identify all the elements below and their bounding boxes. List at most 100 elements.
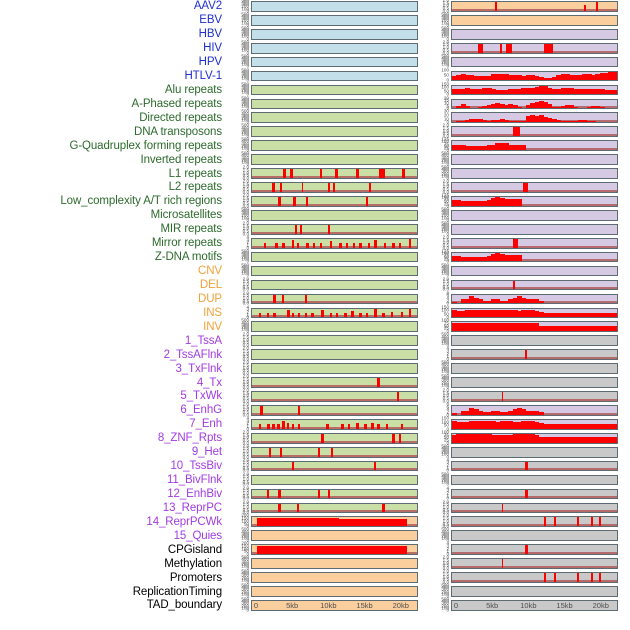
- data-bar: [586, 326, 592, 332]
- axis-tick: 1.5: [242, 460, 249, 466]
- data-bar: [280, 183, 283, 192]
- axis-tick: 100: [241, 48, 249, 54]
- axis-tick: 2.0: [242, 443, 249, 449]
- axis-tick: 200: [441, 32, 449, 37]
- data-bar: [543, 77, 549, 81]
- axis-tick: 300: [241, 85, 249, 91]
- axis-tick: 100: [441, 173, 449, 179]
- y-axis-left: 2.0 1.5 1.0 0.5 0.0: [228, 472, 250, 487]
- y-axis-right: 500 400 300 200 100 0: [428, 165, 450, 180]
- axis-tick: 0: [446, 356, 449, 362]
- data-bar: [512, 121, 518, 123]
- axis-tick: 0: [246, 22, 249, 28]
- data-bar: [482, 105, 488, 109]
- track-left: [251, 307, 418, 319]
- y-axis-left: 500 400 300 200 100 0: [228, 263, 250, 278]
- baseline: [252, 398, 417, 401]
- axis-tick: 400: [241, 97, 249, 103]
- track-right: [451, 84, 618, 96]
- data-bar: [469, 407, 475, 415]
- axis-tick: 300: [441, 587, 449, 593]
- data-bar: [512, 74, 518, 81]
- data-bar: [460, 74, 466, 81]
- axis-tick: 300: [241, 127, 249, 133]
- axis-tick: 1.0: [442, 44, 449, 50]
- data-bar: [577, 312, 583, 318]
- data-bar: [469, 323, 475, 332]
- axis-tick: 2.0: [442, 499, 449, 505]
- track-left: [251, 572, 418, 583]
- data-bar: [359, 242, 362, 248]
- track-right: [451, 432, 618, 444]
- axis-tick: 400: [241, 27, 249, 33]
- axis-tick: 300: [441, 378, 449, 384]
- axis-tick: 500: [241, 95, 249, 101]
- track-left: [251, 154, 418, 165]
- y-axis-right: 2.0 1.5 1.0 0.5 0.0: [428, 0, 450, 13]
- axis-tick: 0: [446, 468, 449, 474]
- x-axis-tick: 20kb: [592, 601, 609, 610]
- axis-tick: 100: [241, 34, 249, 40]
- data-bar: [543, 116, 549, 123]
- data-bar: [473, 201, 479, 206]
- track-right: [451, 70, 618, 82]
- axis-tick: 500: [241, 150, 249, 156]
- data-bar: [456, 121, 462, 123]
- y-axis-left: 500 400 300 200 100 0: [228, 248, 250, 264]
- track-label-del: DEL: [199, 279, 222, 291]
- track-left: [251, 28, 418, 40]
- axis-tick: 2.0: [242, 290, 249, 296]
- axis-tick: 1.5: [442, 279, 449, 284]
- axis-tick: 200: [441, 268, 449, 274]
- data-bar: [499, 411, 505, 415]
- data-bar: [473, 323, 479, 332]
- axis-tick: 100: [241, 89, 249, 95]
- data-bar: [499, 310, 505, 318]
- axis-tick: 0: [246, 593, 249, 599]
- data-bar: [456, 105, 462, 109]
- data-bar: [486, 88, 492, 95]
- x-axis-tick: 0: [453, 601, 459, 610]
- axis-tick: 4: [446, 345, 449, 351]
- y-axis-left: 2.0 1.5 1.0 0.5 0.0: [228, 402, 250, 417]
- axis-tick: 0: [446, 607, 449, 613]
- data-bar: [560, 423, 566, 429]
- data-bar: [508, 309, 514, 318]
- axis-tick: 200: [441, 338, 449, 344]
- y-axis-left: 2.0 1.5 1.0 0.5 0.0: [228, 500, 250, 515]
- data-bar: [577, 326, 583, 332]
- track-right: [451, 154, 618, 165]
- data-bar: [499, 253, 505, 262]
- data-bar: [491, 104, 496, 109]
- data-bar: [327, 183, 330, 192]
- data-bar: [473, 309, 479, 318]
- data-bar: [551, 437, 557, 443]
- axis-tick: 400: [441, 27, 449, 33]
- baseline: [252, 412, 417, 415]
- track-label-dup: DUP: [198, 292, 222, 305]
- data-bar: [517, 107, 523, 109]
- data-bar: [556, 423, 562, 429]
- data-bar: [351, 310, 354, 318]
- track-right: [451, 14, 618, 26]
- data-bar: [586, 74, 592, 81]
- axis-tick: 3: [446, 487, 449, 493]
- y-axis-left: 500 400 300 200 100 0: [228, 54, 250, 70]
- axis-tick: 100: [241, 546, 249, 552]
- data-bar: [543, 101, 549, 109]
- data-bar: [556, 74, 562, 81]
- axis-tick: 0: [246, 64, 249, 70]
- axis-tick: 0.0: [442, 245, 449, 251]
- track-left: [251, 502, 418, 514]
- data-bar: [408, 239, 412, 248]
- track-left: [251, 14, 418, 26]
- data-bar: [392, 433, 395, 443]
- data-bar: [595, 2, 598, 11]
- axis-tick: 1.0: [242, 365, 249, 371]
- track-left: [251, 223, 418, 235]
- data-bar: [260, 406, 263, 415]
- axis-tick: 500: [241, 248, 249, 254]
- track-label-15-quies: 15_Quies: [173, 529, 223, 542]
- axis-tick: 300: [241, 113, 249, 119]
- data-bar: [296, 503, 299, 513]
